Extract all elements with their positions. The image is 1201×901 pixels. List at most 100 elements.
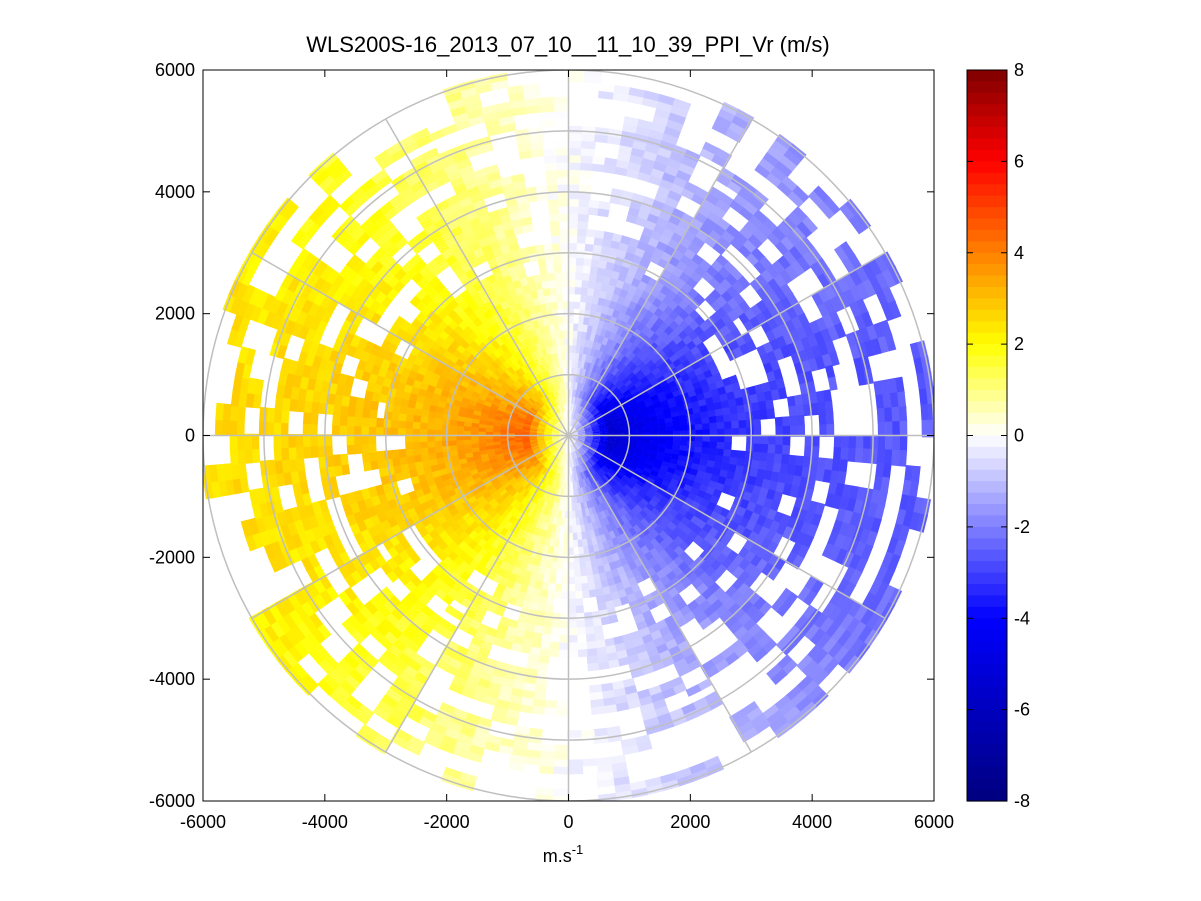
velocity-cell [638, 403, 647, 410]
velocity-cell [556, 480, 561, 489]
velocity-cell [709, 422, 718, 431]
velocity-cell [626, 360, 635, 370]
velocity-cell [464, 491, 474, 500]
velocity-cell [631, 485, 641, 494]
velocity-cell [642, 506, 652, 516]
velocity-cell [354, 443, 363, 455]
velocity-cell [611, 387, 620, 395]
velocity-cell [654, 358, 664, 368]
velocity-cell [590, 422, 599, 427]
velocity-cell [473, 386, 483, 395]
velocity-cell [824, 400, 834, 415]
velocity-cell [530, 407, 538, 414]
velocity-cell [366, 525, 379, 538]
velocity-cell [529, 436, 537, 439]
velocity-cell [561, 428, 567, 434]
velocity-cell [563, 323, 570, 331]
velocity-cell [570, 452, 573, 460]
velocity-cell [406, 455, 415, 464]
velocity-cell [645, 502, 655, 512]
velocity-cell [566, 452, 568, 461]
velocity-cell [753, 418, 762, 429]
velocity-cell [568, 425, 571, 434]
velocity-cell [529, 571, 538, 581]
velocity-cell [405, 448, 414, 457]
velocity-cell [580, 464, 586, 472]
velocity-cell [516, 350, 524, 360]
velocity-cell [599, 579, 609, 589]
velocity-cell [502, 251, 514, 262]
velocity-cell [478, 442, 487, 448]
velocity-cell [310, 445, 319, 458]
velocity-cell [601, 387, 609, 395]
velocity-cell [420, 408, 430, 418]
velocity-cell [608, 394, 616, 402]
velocity-cell [530, 423, 539, 428]
velocity-cell [531, 444, 539, 449]
velocity-cell [611, 598, 623, 608]
velocity-cell [623, 358, 632, 367]
velocity-cell [539, 506, 546, 515]
velocity-cell [426, 570, 439, 583]
velocity-cell [543, 700, 557, 709]
velocity-cell [561, 444, 565, 452]
velocity-cell [618, 479, 627, 487]
velocity-cell [719, 393, 729, 403]
velocity-cell [782, 425, 791, 437]
velocity-cell [589, 266, 599, 275]
velocity-cell [710, 388, 720, 398]
velocity-cell [576, 424, 583, 430]
velocity-cell [578, 416, 585, 423]
velocity-cell [449, 449, 459, 457]
velocity-cell [548, 420, 555, 426]
velocity-cell [479, 498, 489, 508]
velocity-cell [490, 403, 499, 410]
velocity-cell [678, 450, 688, 457]
velocity-cell [518, 386, 526, 395]
velocity-cell [610, 240, 622, 250]
velocity-cell [551, 399, 557, 407]
velocity-cell [519, 357, 528, 366]
velocity-cell [579, 524, 586, 533]
velocity-cell [601, 336, 610, 346]
velocity-cell [638, 476, 647, 485]
velocity-cell [627, 467, 636, 474]
velocity-cell [556, 367, 561, 376]
velocity-cell [517, 270, 528, 280]
velocity-cell [462, 375, 472, 384]
velocity-cell [637, 372, 647, 381]
velocity-cell [521, 284, 531, 294]
velocity-cell [567, 591, 576, 599]
velocity-cell [455, 357, 466, 368]
velocity-cell [544, 429, 552, 432]
velocity-cell [503, 274, 514, 285]
velocity-cell [562, 286, 570, 295]
velocity-cell [537, 513, 544, 522]
velocity-cell [522, 507, 531, 516]
velocity-cell [591, 617, 602, 627]
velocity-cell [469, 394, 479, 403]
velocity-cell [510, 272, 521, 283]
velocity-cell [621, 430, 630, 434]
velocity-cell [576, 235, 587, 244]
velocity-cell [529, 456, 537, 463]
velocity-cell [509, 449, 518, 454]
velocity-cell [530, 368, 538, 377]
velocity-cell [528, 466, 536, 474]
velocity-cell [652, 345, 663, 356]
velocity-cell [676, 404, 686, 412]
velocity-cell [590, 407, 598, 415]
velocity-cell [632, 533, 642, 543]
velocity-cell [606, 346, 615, 356]
velocity-cell [368, 442, 377, 453]
velocity-cell [504, 538, 514, 549]
velocity-cell [635, 369, 644, 378]
velocity-cell [507, 618, 519, 629]
velocity-cell [559, 412, 563, 420]
velocity-cell [640, 498, 649, 507]
velocity-cell [546, 590, 555, 599]
velocity-cell [541, 448, 549, 454]
velocity-cell [731, 420, 740, 430]
velocity-cell [609, 455, 618, 461]
velocity-cell [634, 450, 643, 456]
